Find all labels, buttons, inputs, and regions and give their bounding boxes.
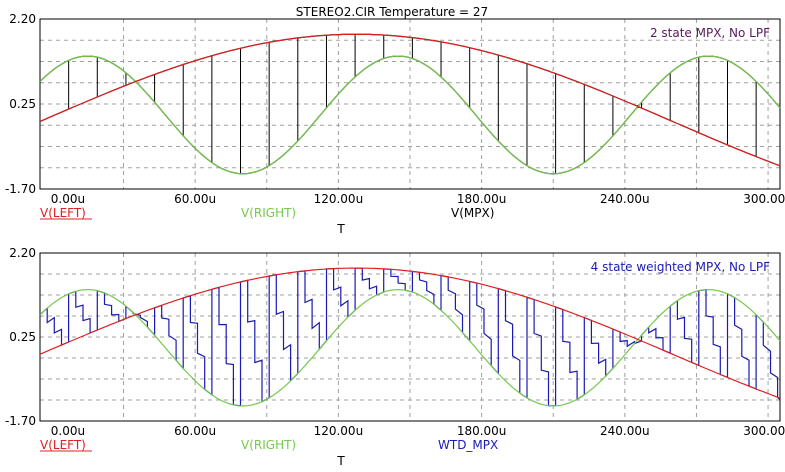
x-tick-label: 180.00u (457, 424, 507, 438)
chart-annotation: 4 state weighted MPX, No LPF (591, 260, 770, 274)
x-tick-label: 120.00u (314, 424, 364, 438)
plot-panel-wtd-mpx: 2.20 0.25 -1.70 0.00u 60.00u 120.00u 180.00u 2… (5, 246, 785, 468)
chart-annotation: 2 state MPX, No LPF (650, 26, 770, 40)
y-tick-label: 0.25 (9, 330, 36, 344)
y-tick-label: 0.25 (9, 97, 36, 111)
legend-entry-vleft[interactable]: V(LEFT) (40, 206, 86, 220)
y-tick-labels: 2.20 0.25 -1.70 (5, 246, 36, 428)
x-tick-label: 300.00u (743, 424, 785, 438)
legend-entry-vleft[interactable]: V(LEFT) (40, 438, 86, 452)
x-tick-label: 240.00u (600, 424, 650, 438)
series-line-vleft (39, 33, 781, 167)
series-group (39, 33, 781, 175)
y-tick-label: -1.70 (5, 182, 36, 196)
x-tick-label: 60.00u (174, 424, 216, 438)
legend-entry-vmpx[interactable]: V(MPX) (451, 206, 494, 220)
x-tick-label: 0.00u (51, 424, 85, 438)
series-line-vright (39, 55, 781, 175)
legend-entry-vright[interactable]: V(RIGHT) (241, 438, 296, 452)
y-tick-label: -1.70 (5, 414, 36, 428)
y-tick-labels: 2.20 0.25 -1.70 (5, 12, 36, 196)
series-line-wtd-mpx (39, 267, 781, 407)
series-line-vleft (39, 267, 781, 399)
x-tick-labels: 0.00u 60.00u 120.00u 180.00u 240.00u 300.00u (51, 192, 785, 206)
legend-entry-vright[interactable]: V(RIGHT) (241, 206, 296, 220)
window-title: STEREO2.CIR Temperature = 27 (296, 5, 488, 19)
plot-frame (39, 252, 781, 422)
grid-lines (40, 19, 780, 189)
plot-panel-mpx: 2.20 0.25 -1.70 0.00u 60.00u 120.00u 180.00u 2… (5, 12, 785, 236)
x-tick-label: 300.00u (743, 192, 785, 206)
x-axis-label: T (336, 454, 345, 468)
y-tick-label: 2.20 (9, 246, 36, 260)
legend-entry-wtd-mpx[interactable]: WTD_MPX (438, 438, 498, 452)
x-axis-label: T (336, 222, 345, 236)
x-tick-label: 0.00u (51, 192, 85, 206)
x-tick-labels: 0.00u 60.00u 120.00u 180.00u 240.00u 300.00u (51, 424, 785, 438)
grid-lines (40, 253, 780, 421)
y-tick-label: 2.20 (9, 12, 36, 26)
series-group (39, 267, 781, 407)
x-tick-label: 240.00u (600, 192, 650, 206)
x-tick-label: 60.00u (174, 192, 216, 206)
x-tick-label: 120.00u (314, 192, 364, 206)
series-line-vright (39, 288, 781, 407)
x-tick-label: 180.00u (457, 192, 507, 206)
